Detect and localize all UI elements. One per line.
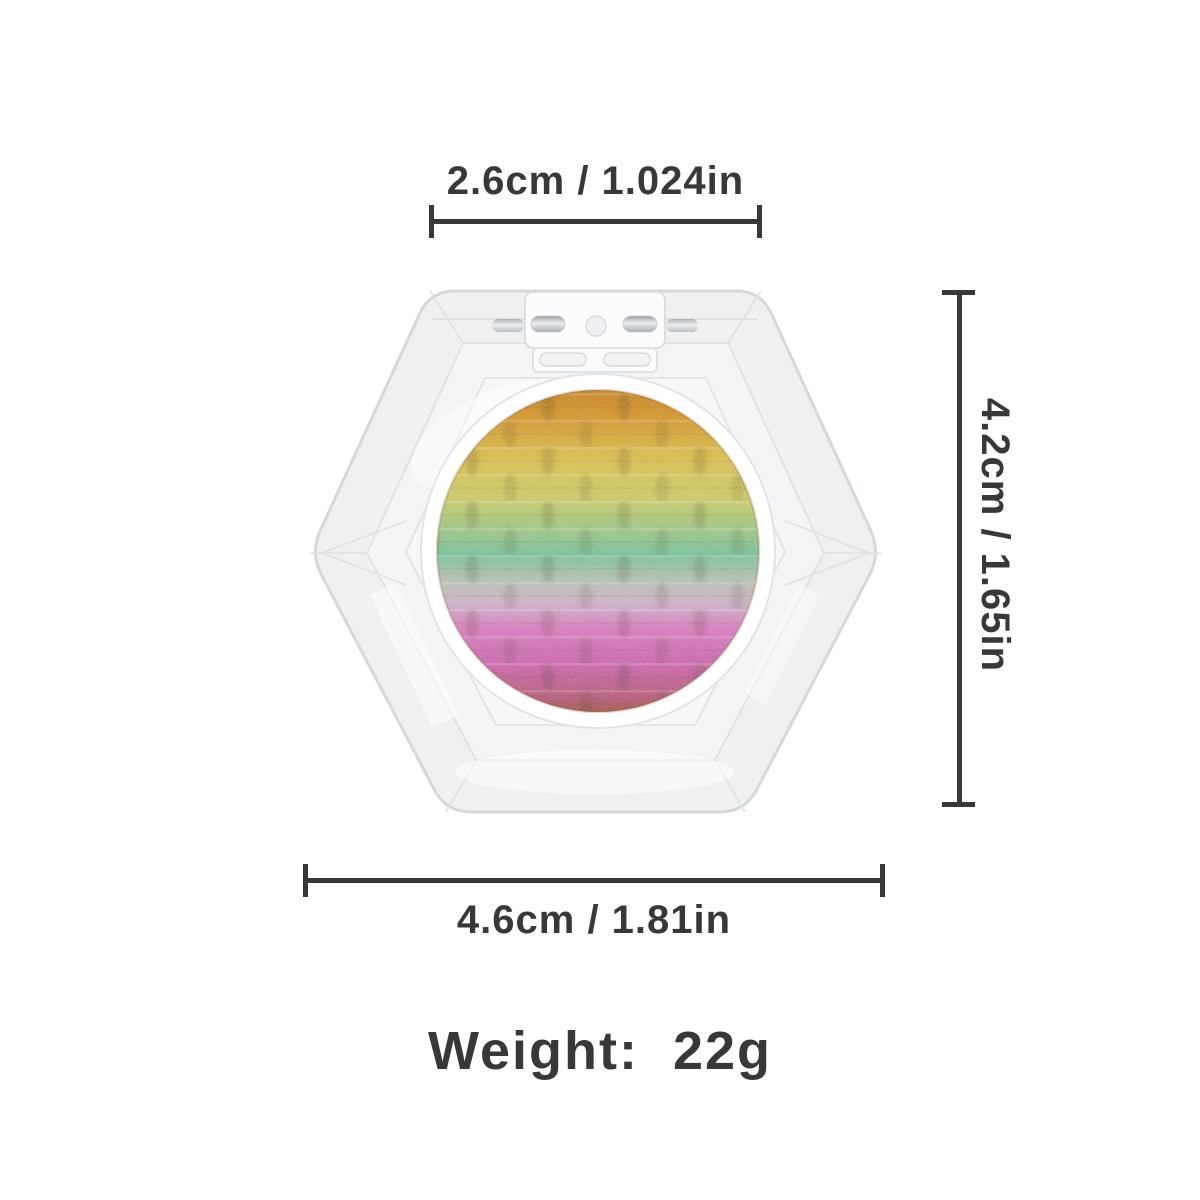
pan-edge — [435, 388, 761, 714]
dimension-top-tick-right — [757, 205, 762, 238]
hinge-window-left — [539, 352, 587, 367]
weight-label: Weight: 22g — [427, 1021, 773, 1081]
hinge-center-circle — [585, 315, 607, 337]
hinge-window-right — [603, 352, 651, 367]
product-illustration — [310, 289, 881, 814]
dimension-bottom-tick-right — [880, 864, 885, 897]
dimension-bottom-label: 4.6cm / 1.81in — [456, 898, 732, 942]
dimension-side-tick-bottom — [942, 802, 975, 807]
dimension-side-label: 4.2cm / 1.65in — [973, 397, 1017, 673]
hinge-pin-stub-right — [666, 319, 698, 332]
hinge-pin-stub-left — [492, 319, 524, 332]
dimension-top-line — [429, 219, 762, 224]
dimension-bottom-line — [303, 878, 885, 883]
glitter-pan — [437, 390, 759, 712]
hinge-pin-right — [622, 315, 658, 333]
hinge — [432, 291, 758, 373]
hinge-pin-left — [530, 315, 566, 333]
dimension-top-label: 2.6cm / 1.024in — [446, 159, 745, 203]
dimension-side-line — [957, 290, 962, 807]
